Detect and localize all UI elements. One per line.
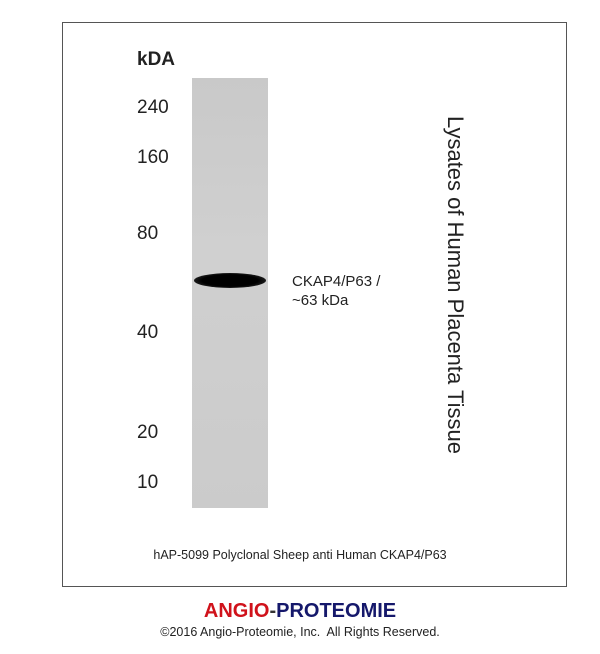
figure-frame	[62, 22, 567, 587]
logo: ANGIO-PROTEOMIE	[0, 600, 600, 623]
logo-part2: PROTEOMIE	[276, 600, 397, 622]
marker-80: 80	[137, 223, 159, 244]
sample-label: Lysates of Human Placenta Tissue	[443, 116, 468, 454]
logo-dash: -	[269, 600, 277, 622]
marker-160: 160	[137, 147, 169, 168]
copyright: ©2016 Angio-Proteomie, Inc. All Rights R…	[160, 625, 440, 639]
protein-band	[194, 273, 266, 288]
band-label: CKAP4/P63 / ~63 kDa	[292, 272, 380, 310]
caption: hAP-5099 Polyclonal Sheep anti Human CKA…	[153, 548, 447, 562]
band-label-line1: CKAP4/P63 /	[292, 273, 381, 290]
marker-20: 20	[137, 422, 159, 443]
marker-240: 240	[137, 97, 169, 118]
band-label-line2: ~63 kDa	[292, 292, 349, 309]
marker-40: 40	[137, 322, 159, 343]
logo-part1: ANGIO	[203, 600, 270, 622]
marker-10: 10	[137, 472, 159, 493]
blot-lane	[192, 78, 268, 508]
unit-label: kDA	[137, 49, 176, 70]
